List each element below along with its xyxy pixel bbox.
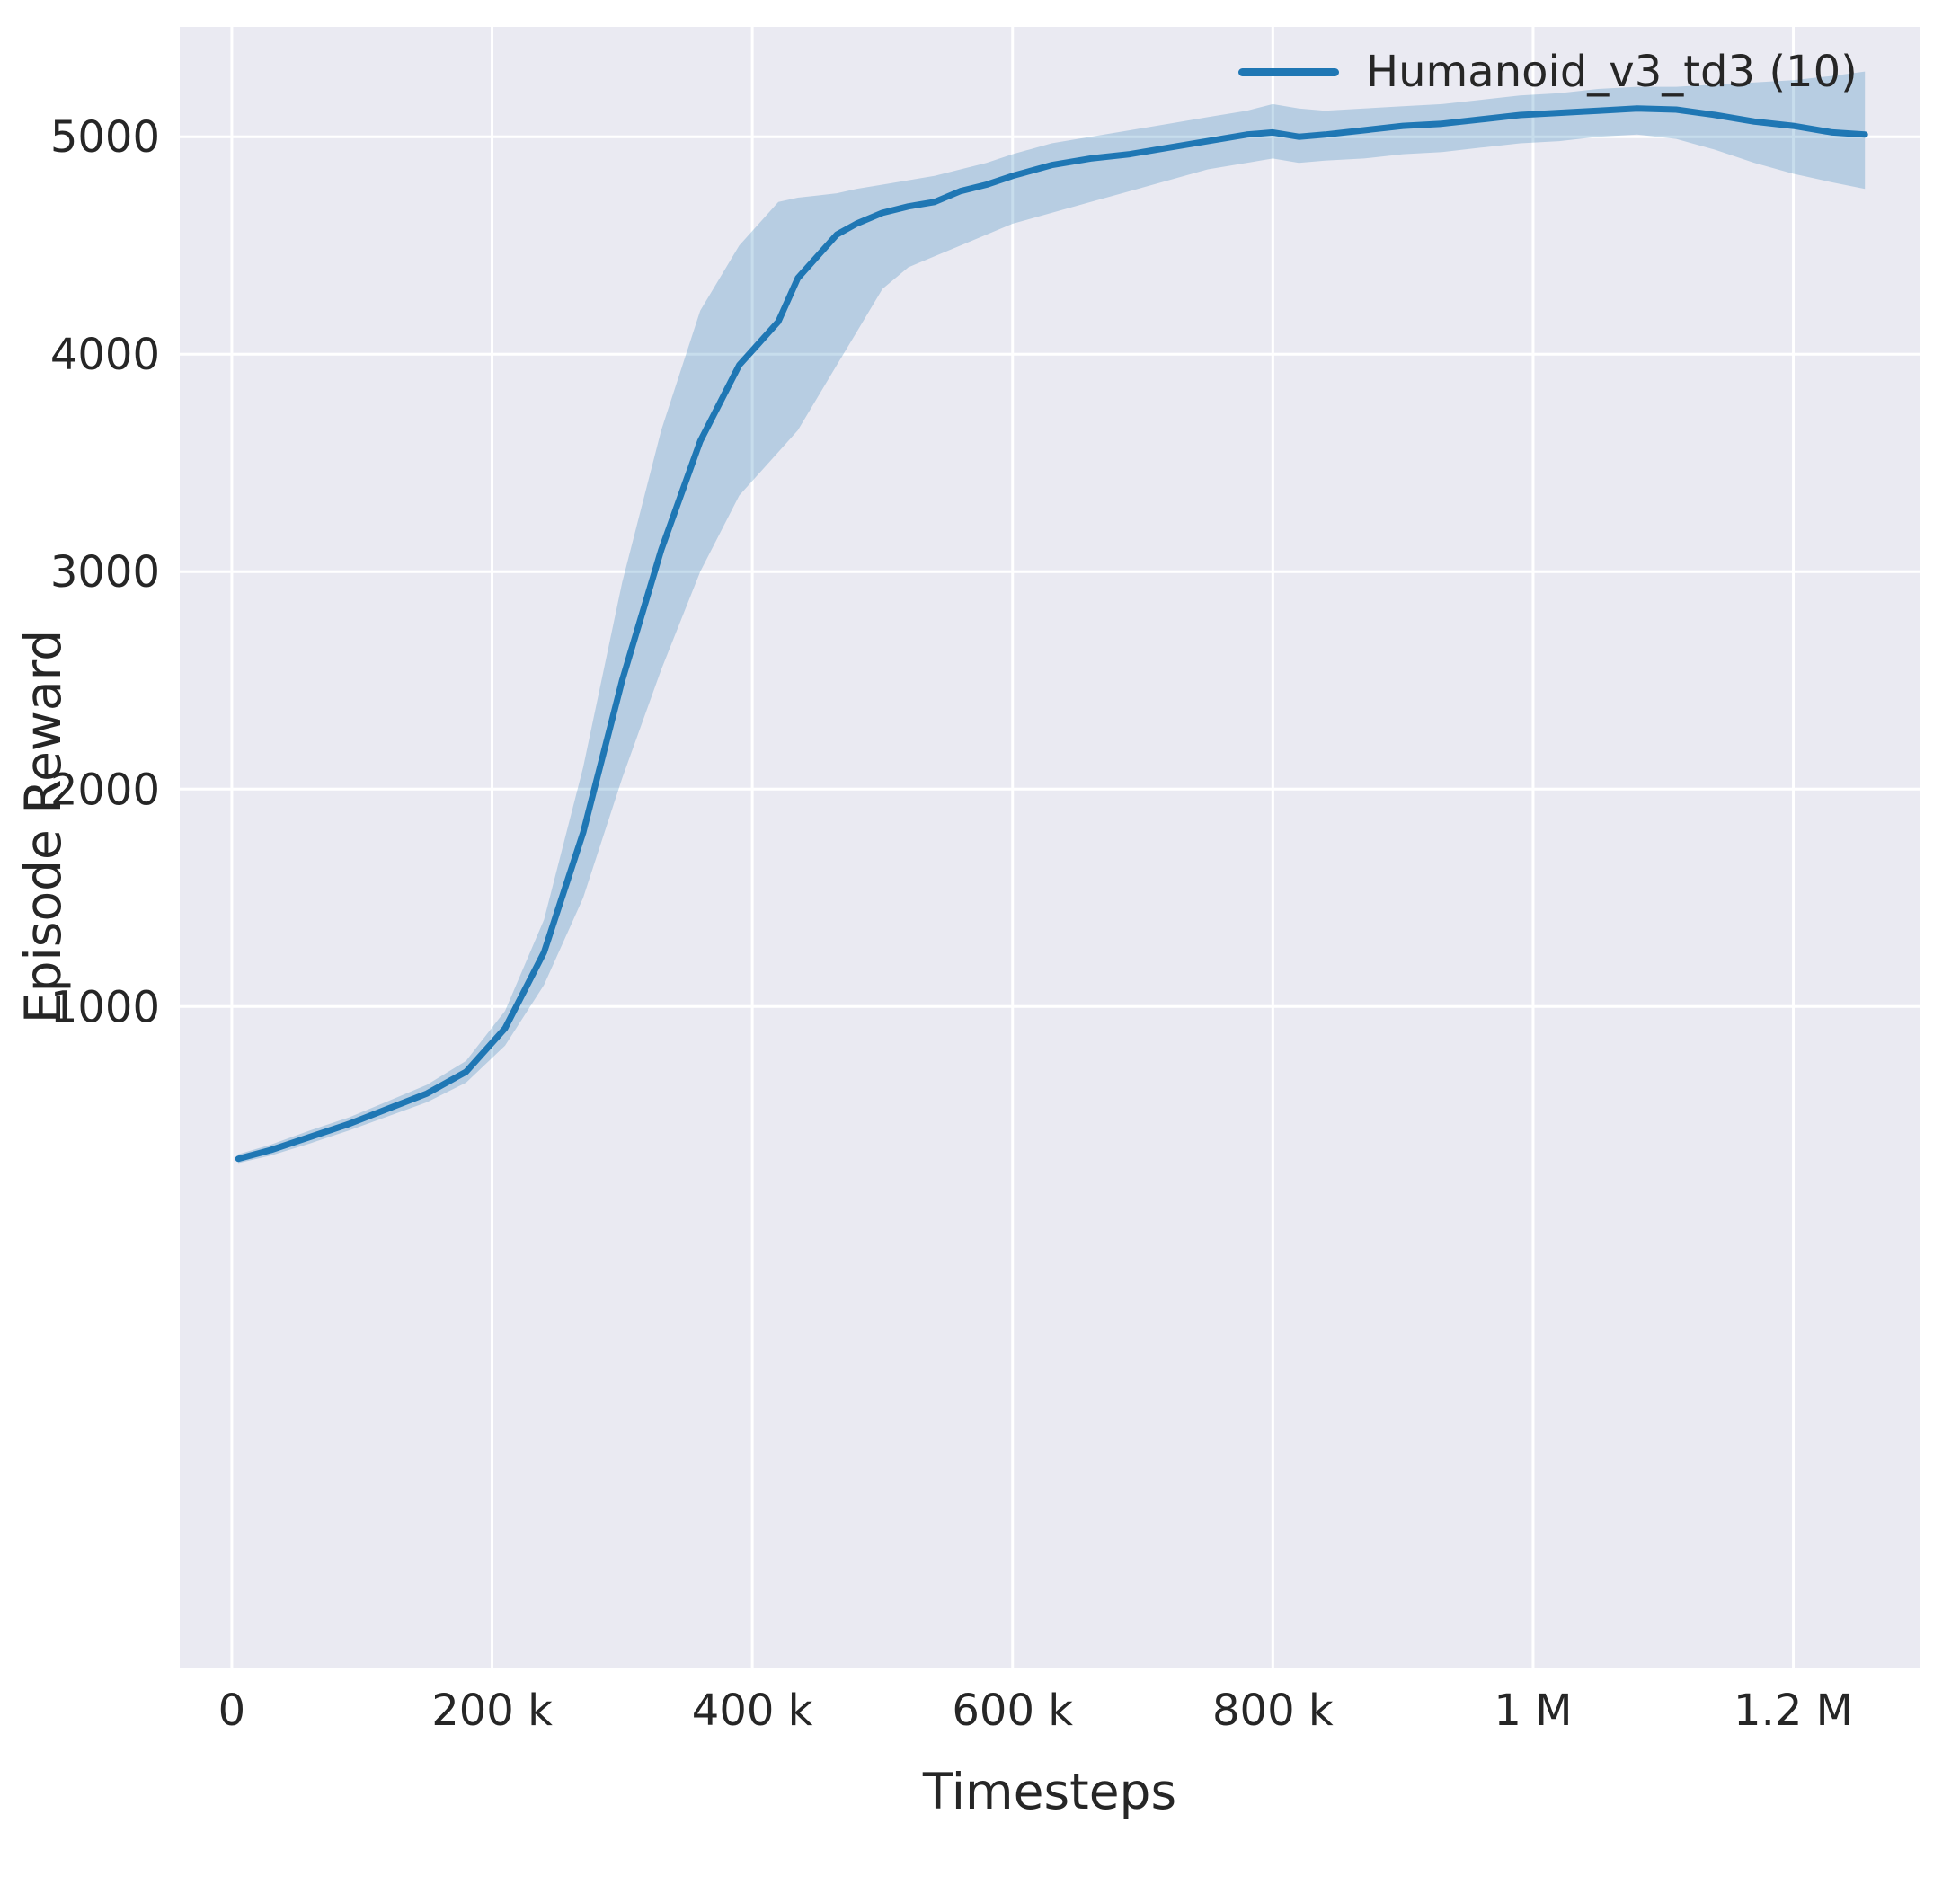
legend-line-icon [1238, 67, 1339, 76]
legend: Humanoid_v3_td3 (10) [1238, 47, 1858, 97]
y-tick-label: 1000 [50, 982, 160, 1032]
y-tick-label: 2000 [50, 765, 160, 815]
x-tick-label: 1.2 M [1734, 1686, 1853, 1736]
mean-line [235, 105, 1868, 1163]
y-tick-label: 5000 [50, 112, 160, 163]
x-axis-label: Timesteps [922, 1763, 1177, 1820]
x-tick-label: 800 k [1212, 1686, 1334, 1736]
x-tick-label: 600 k [952, 1686, 1073, 1736]
legend-label: Humanoid_v3_td3 (10) [1366, 47, 1858, 97]
y-tick-label: 3000 [50, 547, 160, 597]
x-tick-label: 400 k [692, 1686, 813, 1736]
x-tick-label: 200 k [431, 1686, 553, 1736]
x-tick-label: 1 M [1494, 1686, 1572, 1736]
x-tick-label: 0 [218, 1686, 246, 1736]
plot-area [180, 27, 1920, 1668]
y-axis-label: Episode Reward [14, 629, 72, 1024]
y-tick-label: 4000 [50, 330, 160, 380]
